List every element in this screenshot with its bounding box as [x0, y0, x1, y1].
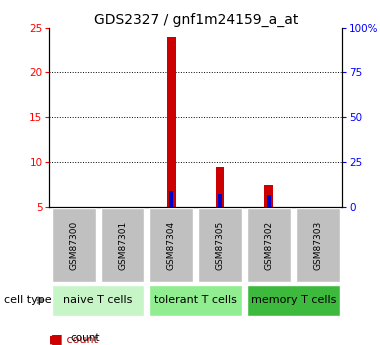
- Bar: [52, 285, 144, 316]
- Bar: [167, 37, 176, 207]
- Bar: [101, 208, 144, 282]
- Bar: [216, 167, 225, 207]
- Text: cell type: cell type: [4, 295, 51, 305]
- Bar: [247, 285, 340, 316]
- Text: memory T cells: memory T cells: [250, 295, 336, 305]
- Bar: [149, 208, 193, 282]
- Bar: [267, 195, 271, 207]
- Text: GSM87301: GSM87301: [118, 220, 127, 269]
- Text: GSM87305: GSM87305: [215, 220, 225, 269]
- Bar: [52, 208, 96, 282]
- Text: GSM87303: GSM87303: [313, 220, 322, 269]
- Bar: [149, 285, 242, 316]
- Bar: [218, 194, 222, 207]
- Bar: [296, 208, 340, 282]
- Bar: [198, 208, 242, 282]
- Text: GSM87302: GSM87302: [264, 220, 273, 269]
- Text: GSM87300: GSM87300: [69, 220, 78, 269]
- Text: naive T cells: naive T cells: [63, 295, 133, 305]
- Text: ■: ■: [51, 332, 63, 345]
- Bar: [247, 208, 291, 282]
- Bar: [169, 191, 173, 207]
- Text: count: count: [70, 333, 100, 343]
- Bar: [264, 185, 273, 207]
- Title: GDS2327 / gnf1m24159_a_at: GDS2327 / gnf1m24159_a_at: [93, 12, 298, 27]
- Text: tolerant T cells: tolerant T cells: [154, 295, 237, 305]
- Text: GSM87304: GSM87304: [167, 220, 176, 269]
- Text: ■  count: ■ count: [49, 335, 98, 345]
